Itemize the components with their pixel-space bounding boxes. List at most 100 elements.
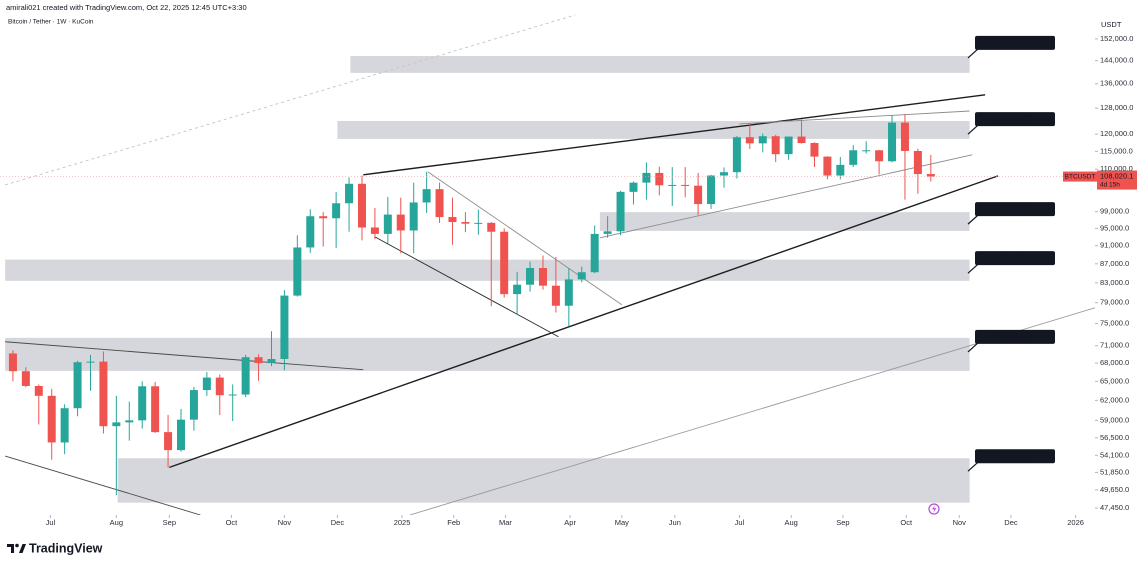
callout-box: [975, 449, 1055, 464]
brand-logo: [7, 543, 26, 553]
candle-body: [564, 279, 573, 306]
chart-title: Bitcoin / Tether · 1W · KuCoin: [8, 19, 94, 26]
candle-body: [21, 371, 30, 386]
candle-body: [345, 183, 354, 204]
x-tick-label: Sep: [163, 518, 176, 527]
zone: [117, 458, 970, 503]
price-tag: [1097, 170, 1137, 190]
zone: [599, 212, 970, 231]
x-tick-label: May: [615, 518, 629, 527]
y-tick-label: 71,000.0: [1100, 341, 1129, 350]
candle-body: [849, 150, 858, 165]
candle-body: [771, 136, 780, 155]
y-tick-label: 47,450.0: [1100, 503, 1129, 512]
candle-body: [616, 191, 625, 232]
attribution: amirali021 created with TradingView.com,…: [6, 3, 247, 12]
candle-body: [681, 184, 690, 186]
trend-line: [363, 94, 986, 176]
candle-body: [86, 361, 95, 363]
candle-body: [487, 222, 496, 232]
x-tick-label: Oct: [226, 518, 239, 527]
y-tick-label: 79,000.0: [1100, 298, 1129, 307]
candle-body: [125, 420, 134, 423]
candle-body: [590, 233, 599, 273]
candle-body: [526, 267, 535, 285]
x-tick-label: Apr: [564, 518, 576, 527]
candle-body: [112, 422, 121, 427]
candle-body: [306, 216, 315, 248]
y-tick-label: 49,650.0: [1100, 485, 1129, 494]
candle-body: [293, 247, 302, 296]
candle-body: [655, 172, 664, 186]
trend-line: [374, 236, 559, 338]
candle-body: [745, 137, 754, 144]
y-tick-label: 87,000.0: [1100, 259, 1129, 268]
y-tick-label: 128,000.0: [1100, 103, 1133, 112]
candle-body: [189, 390, 198, 420]
trend-line: [599, 154, 973, 239]
candle-body: [900, 122, 909, 151]
x-tick-label: Dec: [1004, 518, 1018, 527]
zone: [5, 337, 970, 371]
x-tick-label: Dec: [331, 518, 345, 527]
callout-label: 96,000.0: [999, 204, 1031, 213]
callout-box: [975, 202, 1055, 217]
zone: [350, 55, 970, 73]
y-tick-label: 59,000.0: [1100, 415, 1129, 424]
candle-body: [215, 377, 224, 396]
candle-body: [642, 172, 651, 183]
candle-body: [409, 202, 418, 231]
candle-body: [797, 136, 806, 144]
candle-body: [603, 231, 612, 234]
candle-body: [888, 122, 897, 162]
axes: 152,000.0 144,000.0 136,000.0 128,000.0 120,…: [46, 34, 1134, 527]
candle-body: [500, 231, 509, 295]
y-tick-label: 54,100.0: [1100, 450, 1129, 459]
callout-pointer: [967, 461, 979, 472]
callout-label: 145,000.0: [997, 38, 1033, 47]
y-tick-label: 62,000.0: [1100, 395, 1129, 404]
callout-label: 52,000.0: [999, 451, 1031, 460]
y-tick-label: 99,000.0: [1100, 207, 1129, 216]
candle-body: [8, 353, 17, 372]
candle-body: [60, 408, 69, 443]
callout-pointer: [967, 124, 979, 135]
callout-box: [975, 329, 1055, 344]
alert-icon: [928, 503, 940, 515]
candle-body: [551, 285, 560, 306]
trend-line: [5, 455, 201, 515]
candle-body: [357, 183, 366, 228]
callout-label: 120,000.0: [997, 114, 1033, 123]
candle-body: [823, 156, 832, 176]
candle-body: [461, 222, 470, 224]
candle-body: [707, 175, 716, 205]
callout-pointer: [967, 263, 979, 274]
callout-label: 69,917.4: [999, 332, 1031, 341]
trend-line: [739, 110, 970, 125]
candle-body: [875, 150, 884, 162]
x-tick-label: Oct: [900, 518, 913, 527]
candle-body: [758, 136, 767, 144]
candle-body: [474, 222, 483, 224]
candle-body: [332, 203, 341, 219]
candle-body: [396, 214, 405, 231]
candle-body: [435, 189, 444, 218]
x-tick-label: Aug: [110, 518, 123, 527]
x-tick-label: Jul: [735, 518, 745, 527]
trend-line: [427, 171, 623, 306]
candle-body: [810, 143, 819, 157]
y-tick-label: 136,000.0: [1100, 79, 1133, 88]
x-tick-label: Jul: [46, 518, 56, 527]
overlay: 145,000.0 120,000.0 96,000.0 85,000.0 69,917…: [967, 35, 1137, 472]
zone: [5, 259, 970, 281]
candle-body: [370, 227, 379, 234]
x-tick-label: 2025: [394, 518, 411, 527]
price-label: 108,020.1: [1100, 172, 1133, 181]
y-tick-label: 75,000.0: [1100, 319, 1129, 328]
symbol-tag: [1063, 171, 1097, 182]
candle-body: [732, 137, 741, 173]
callout-pointer: [967, 214, 979, 225]
x-tick-label: Aug: [785, 518, 798, 527]
